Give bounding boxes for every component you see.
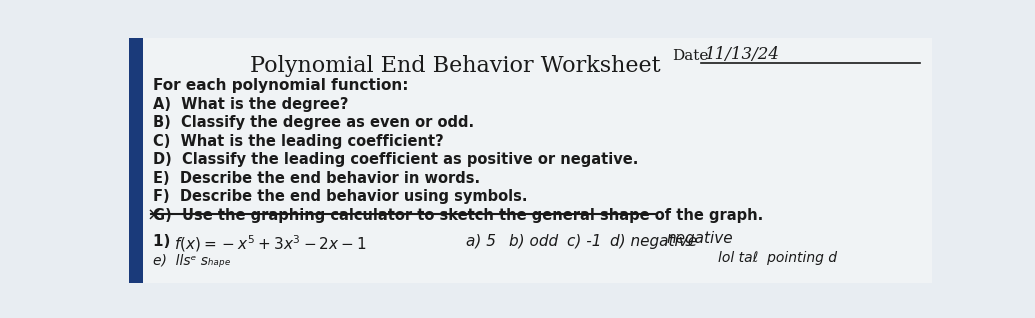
- Text: d) negative: d) negative: [610, 234, 697, 249]
- Text: negative: negative: [667, 231, 733, 246]
- Text: Polynomial End Behavior Worksheet: Polynomial End Behavior Worksheet: [249, 55, 660, 77]
- Text: a) 5: a) 5: [467, 234, 497, 249]
- Text: lol taℓ  pointing d: lol taℓ pointing d: [718, 251, 837, 265]
- Text: Date: Date: [672, 49, 708, 63]
- Text: G)  Use the graphing calculator to sketch the general shape of the graph.: G) Use the graphing calculator to sketch…: [152, 208, 763, 223]
- Text: 1): 1): [152, 234, 180, 249]
- Text: $f(x) = -x^5 + 3x^3 - 2x - 1$: $f(x) = -x^5 + 3x^3 - 2x - 1$: [174, 234, 366, 254]
- Text: For each polynomial function:: For each polynomial function:: [152, 78, 408, 93]
- Text: E)  Describe the end behavior in words.: E) Describe the end behavior in words.: [152, 170, 480, 186]
- Text: B)  Classify the degree as even or odd.: B) Classify the degree as even or odd.: [152, 115, 474, 130]
- Text: b) odd: b) odd: [509, 234, 558, 249]
- Text: e)  llsᵉ sₕₐₚₑ: e) llsᵉ sₕₐₚₑ: [152, 254, 230, 268]
- Text: ×: ×: [146, 207, 161, 225]
- Text: c) -1: c) -1: [567, 234, 601, 249]
- Text: F)  Describe the end behavior using symbols.: F) Describe the end behavior using symbo…: [152, 189, 527, 204]
- Text: D)  Classify the leading coefficient as positive or negative.: D) Classify the leading coefficient as p…: [152, 152, 638, 167]
- Text: 11/13/24: 11/13/24: [705, 46, 779, 63]
- Text: A)  What is the degree?: A) What is the degree?: [152, 97, 348, 112]
- Text: C)  What is the leading coefficient?: C) What is the leading coefficient?: [152, 134, 443, 149]
- Bar: [129, 38, 143, 283]
